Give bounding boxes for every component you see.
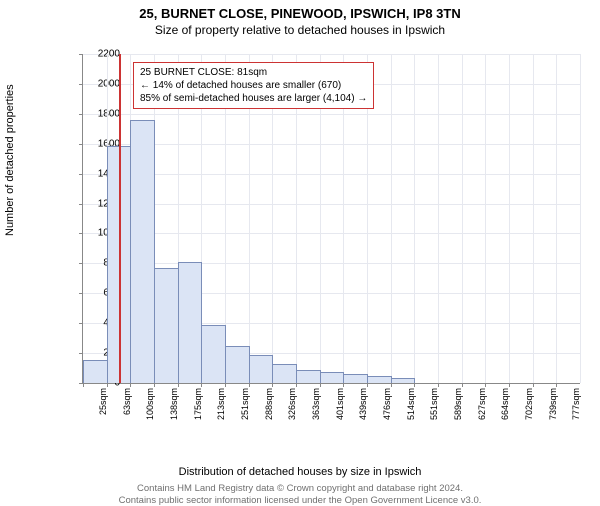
y-tick-label: 1800 <box>84 108 120 119</box>
grid-line-h <box>83 174 580 175</box>
x-tick-mark <box>343 383 344 387</box>
y-tick-mark <box>79 144 83 145</box>
x-tick-label: 589sqm <box>453 388 463 420</box>
x-tick-label: 439sqm <box>358 388 368 420</box>
x-axis-label: Distribution of detached houses by size … <box>0 466 600 478</box>
annotation-line-2: ← 14% of detached houses are smaller (67… <box>140 79 367 92</box>
annotation-box: 25 BURNET CLOSE: 81sqm← 14% of detached … <box>133 62 374 109</box>
x-tick-mark <box>178 383 179 387</box>
x-tick-mark <box>201 383 202 387</box>
grid-line-h <box>83 204 580 205</box>
x-tick-mark <box>296 383 297 387</box>
x-tick-mark <box>320 383 321 387</box>
y-tick-mark <box>79 84 83 85</box>
x-tick-mark <box>556 383 557 387</box>
x-tick-label: 739sqm <box>548 388 558 420</box>
grid-line-v <box>485 54 486 383</box>
x-tick-label: 251sqm <box>240 388 250 420</box>
x-tick-label: 138sqm <box>169 388 179 420</box>
x-tick-mark <box>533 383 534 387</box>
histogram-bar <box>272 364 297 383</box>
histogram-bar <box>130 120 155 383</box>
histogram-bar <box>391 378 416 383</box>
histogram-bar <box>83 360 108 383</box>
y-tick-mark <box>79 54 83 55</box>
x-tick-label: 702sqm <box>524 388 534 420</box>
x-tick-label: 514sqm <box>406 388 416 420</box>
x-tick-mark <box>154 383 155 387</box>
y-tick-label: 2000 <box>84 78 120 89</box>
histogram-bar <box>201 325 226 383</box>
x-tick-label: 213sqm <box>216 388 226 420</box>
x-tick-label: 664sqm <box>500 388 510 420</box>
grid-line-h <box>83 263 580 264</box>
x-tick-label: 288sqm <box>264 388 274 420</box>
grid-line-h <box>83 114 580 115</box>
x-tick-mark <box>391 383 392 387</box>
x-tick-label: 326sqm <box>287 388 297 420</box>
footer-line-1: Contains HM Land Registry data © Crown c… <box>0 483 600 494</box>
grid-line-v <box>438 54 439 383</box>
annotation-line-3: 85% of semi-detached houses are larger (… <box>140 92 367 105</box>
page-subtitle: Size of property relative to detached ho… <box>0 23 600 37</box>
page-title: 25, BURNET CLOSE, PINEWOOD, IPSWICH, IP8… <box>0 6 600 21</box>
x-tick-label: 401sqm <box>335 388 345 420</box>
x-tick-mark <box>272 383 273 387</box>
grid-line-v <box>556 54 557 383</box>
y-tick-mark <box>79 293 83 294</box>
footer-line-2: Contains public sector information licen… <box>0 495 600 506</box>
y-tick-mark <box>79 263 83 264</box>
x-tick-label: 627sqm <box>477 388 487 420</box>
marker-line <box>119 54 121 383</box>
y-tick-mark <box>79 323 83 324</box>
histogram-bar <box>296 370 321 383</box>
x-tick-mark <box>414 383 415 387</box>
grid-line-h <box>83 54 580 55</box>
grid-line-v <box>414 54 415 383</box>
histogram-bar <box>249 355 274 383</box>
histogram-bar <box>225 346 250 383</box>
x-tick-mark <box>83 383 84 387</box>
grid-line-h <box>83 144 580 145</box>
x-tick-mark <box>130 383 131 387</box>
histogram-bar <box>178 262 203 383</box>
x-tick-mark <box>462 383 463 387</box>
grid-line-v <box>391 54 392 383</box>
x-tick-label: 175sqm <box>193 388 203 420</box>
grid-line-v <box>533 54 534 383</box>
x-tick-mark <box>485 383 486 387</box>
x-tick-label: 777sqm <box>571 388 581 420</box>
histogram-bar <box>367 376 392 383</box>
annotation-line-1: 25 BURNET CLOSE: 81sqm <box>140 66 367 79</box>
x-tick-mark <box>438 383 439 387</box>
x-tick-label: 476sqm <box>382 388 392 420</box>
x-tick-mark <box>509 383 510 387</box>
y-axis-label: Number of detached properties <box>4 84 16 236</box>
x-tick-mark <box>367 383 368 387</box>
x-tick-label: 63sqm <box>122 388 132 415</box>
grid-line-v <box>509 54 510 383</box>
grid-line-v <box>462 54 463 383</box>
x-tick-mark <box>107 383 108 387</box>
y-tick-mark <box>79 114 83 115</box>
y-tick-mark <box>79 233 83 234</box>
chart-container: 0200400600800100012001400160018002000220… <box>40 54 580 434</box>
y-tick-mark <box>79 174 83 175</box>
x-tick-mark <box>249 383 250 387</box>
grid-line-h <box>83 233 580 234</box>
x-tick-label: 551sqm <box>429 388 439 420</box>
histogram-bar <box>154 268 179 383</box>
plot-area: 0200400600800100012001400160018002000220… <box>82 54 580 384</box>
grid-line-v <box>580 54 581 383</box>
histogram-bar <box>343 374 368 383</box>
x-tick-label: 363sqm <box>311 388 321 420</box>
y-tick-mark <box>79 353 83 354</box>
y-tick-mark <box>79 204 83 205</box>
x-tick-mark <box>225 383 226 387</box>
x-tick-label: 100sqm <box>145 388 155 420</box>
histogram-bar <box>320 372 345 383</box>
y-tick-label: 2200 <box>84 49 120 60</box>
x-tick-label: 25sqm <box>98 388 108 415</box>
